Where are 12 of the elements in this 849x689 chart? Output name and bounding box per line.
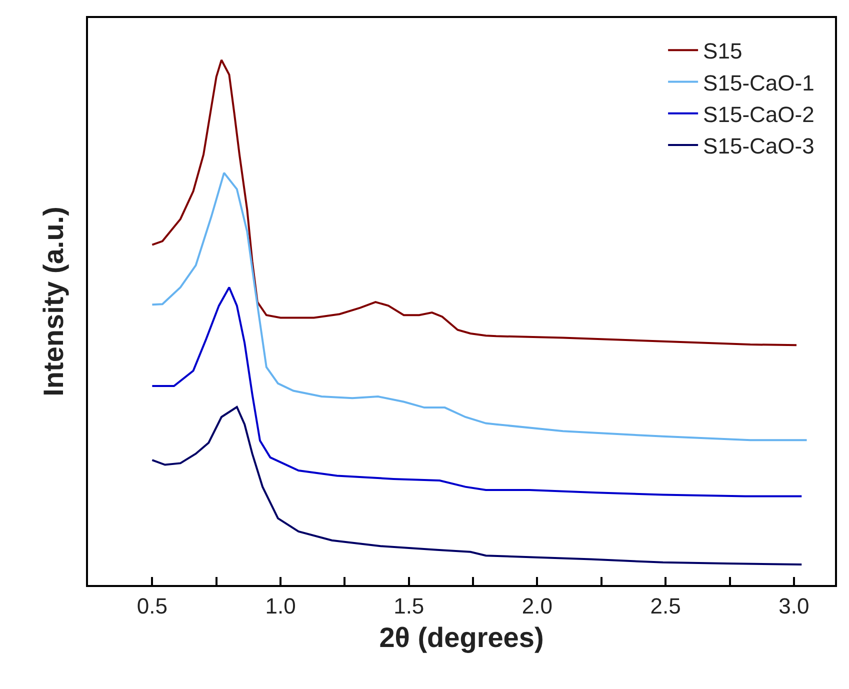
- y-axis-title: Intensity (a.u.): [38, 206, 70, 396]
- legend-label: S15-CaO-2: [703, 102, 814, 127]
- legend-label: S15-CaO-1: [703, 70, 814, 96]
- legend-label: S15-CaO-3: [703, 134, 814, 159]
- x-tick-label: 2.5: [650, 593, 681, 618]
- x-tick-label: 1.5: [394, 593, 424, 618]
- legend-label: S15: [703, 38, 742, 64]
- x-tick-label: 1.0: [265, 593, 296, 618]
- x-axis-title: 2θ (degrees): [379, 622, 544, 653]
- x-tick-label: 3.0: [778, 593, 810, 618]
- x-tick-label: 2.0: [522, 593, 553, 618]
- x-tick-label: 0.5: [136, 593, 168, 618]
